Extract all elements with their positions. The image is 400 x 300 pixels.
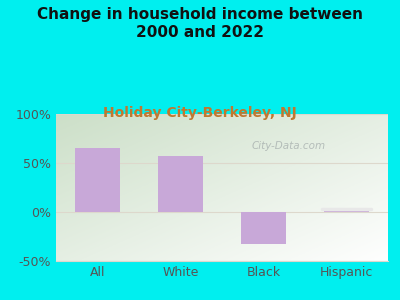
Bar [241, 212, 286, 244]
Text: City-Data.com: City-Data.com [251, 141, 326, 151]
Text: Holiday City-Berkeley, NJ: Holiday City-Berkeley, NJ [103, 106, 297, 121]
Bar [158, 156, 203, 212]
Text: Change in household income between
2000 and 2022: Change in household income between 2000 … [37, 8, 363, 40]
Bar [75, 148, 120, 212]
Bar [324, 209, 369, 212]
